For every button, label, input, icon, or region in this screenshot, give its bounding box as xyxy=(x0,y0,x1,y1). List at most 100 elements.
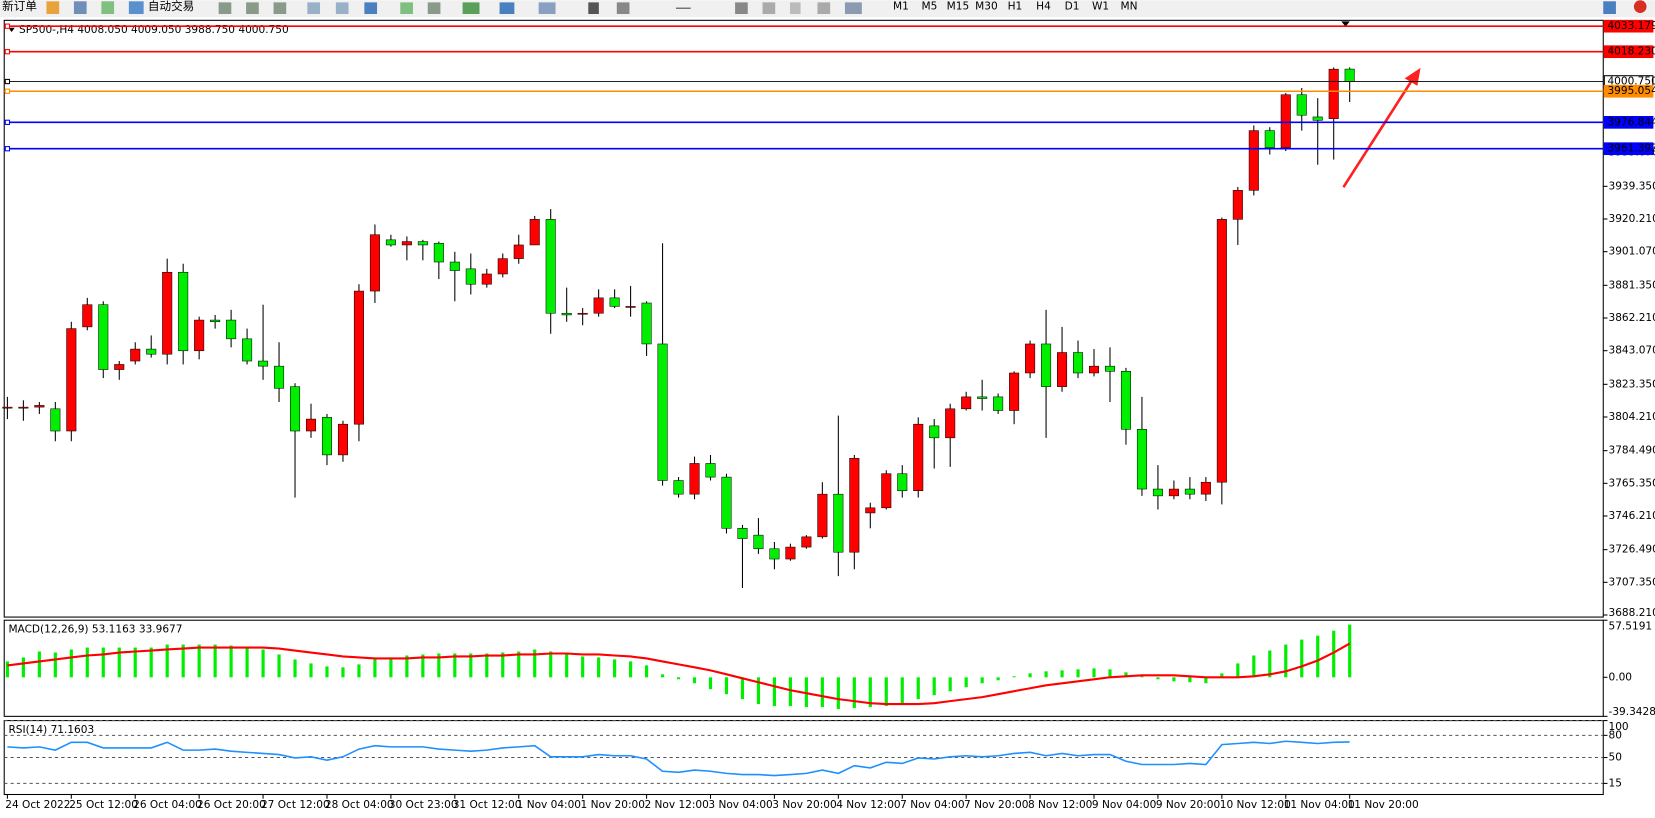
price-level-handle xyxy=(4,49,11,55)
icon[interactable] xyxy=(335,2,349,14)
icon[interactable] xyxy=(735,2,748,14)
macd-panel xyxy=(3,619,1604,717)
x-tick-label: 1 Nov 04:00 xyxy=(517,799,582,811)
icon[interactable] xyxy=(400,2,413,14)
macd-bar xyxy=(405,655,409,678)
timeframe-button[interactable]: D1 xyxy=(1065,1,1080,13)
candle-body xyxy=(210,319,221,323)
timeframe-button[interactable]: M15 xyxy=(947,1,970,13)
icon[interactable] xyxy=(790,2,801,14)
macd-bar xyxy=(53,652,57,678)
x-tick-label: 7 Nov 04:00 xyxy=(900,799,965,811)
candle-body xyxy=(801,536,812,548)
macd-bar xyxy=(517,651,521,678)
x-tick-label: 9 Nov 20:00 xyxy=(1156,799,1221,811)
search-icon[interactable] xyxy=(1603,1,1616,14)
macd-bar xyxy=(165,644,169,678)
macd-bar xyxy=(197,644,201,678)
timeframe-button[interactable]: M30 xyxy=(975,1,998,13)
price-panel xyxy=(3,19,1604,618)
timeframe-button[interactable]: MN xyxy=(1121,1,1138,13)
icon[interactable] xyxy=(73,1,87,14)
y-tick-label: 3939.350 xyxy=(1609,180,1655,192)
icon[interactable] xyxy=(307,2,321,14)
icon[interactable] xyxy=(273,2,287,14)
y-tick-label: 3784.490 xyxy=(1609,445,1655,457)
macd-bar xyxy=(117,647,121,678)
candle-body xyxy=(753,534,764,550)
candle-body xyxy=(1025,343,1036,374)
macd-bar xyxy=(325,666,329,678)
candle-body xyxy=(1264,130,1275,148)
macd-bar xyxy=(581,656,585,678)
candle-body xyxy=(705,463,716,478)
new-order-button[interactable]: 新订单 xyxy=(2,0,37,13)
candle-body xyxy=(1152,488,1163,497)
candle-body xyxy=(497,258,508,275)
candle-body xyxy=(194,319,205,352)
macd-bar xyxy=(1140,676,1144,678)
icon[interactable] xyxy=(427,2,441,14)
y-tick-label: 15 xyxy=(1609,777,1622,789)
icon[interactable] xyxy=(462,2,480,14)
timeframe-button[interactable]: H1 xyxy=(1008,1,1023,13)
candle-body xyxy=(369,234,380,292)
icon[interactable] xyxy=(46,1,60,14)
candle-body xyxy=(1009,372,1020,411)
auto-trading-button[interactable]: 自动交易 xyxy=(148,0,194,13)
macd-bar xyxy=(1348,624,1352,678)
macd-bar xyxy=(565,654,569,678)
icon[interactable] xyxy=(538,2,556,14)
candle-body xyxy=(513,244,524,259)
macd-bar xyxy=(836,677,840,710)
timeframe-button[interactable]: W1 xyxy=(1092,1,1109,13)
timeframe-button[interactable]: M1 xyxy=(893,1,909,13)
macd-bar xyxy=(341,667,345,678)
icon[interactable] xyxy=(616,2,630,14)
icon[interactable] xyxy=(817,2,831,14)
macd-bar xyxy=(1284,644,1288,678)
icon[interactable] xyxy=(246,2,259,14)
candle-body xyxy=(1073,352,1084,374)
candle-body xyxy=(673,480,684,495)
macd-bar xyxy=(373,659,377,678)
icon[interactable] xyxy=(128,1,144,14)
x-tick-label: 27 Oct 12:00 xyxy=(261,799,330,811)
y-tick-label: 3804.210 xyxy=(1609,411,1655,423)
candle-body xyxy=(178,272,189,352)
candle-body xyxy=(82,304,93,328)
macd-bar xyxy=(245,647,249,678)
candle-body xyxy=(961,396,972,410)
candle-body xyxy=(721,476,732,529)
macd-bar xyxy=(1092,668,1096,678)
candle-body xyxy=(433,242,444,263)
price-level-handle xyxy=(4,119,11,125)
candle-body xyxy=(817,493,828,538)
candle-body xyxy=(1088,365,1100,374)
macd-bar xyxy=(1300,639,1304,678)
rsi-line xyxy=(7,740,1350,777)
icon[interactable] xyxy=(762,2,776,14)
macd-bar xyxy=(1220,673,1224,678)
icon[interactable] xyxy=(218,2,232,14)
macd-bar xyxy=(676,677,681,680)
y-tick-label: 3881.350 xyxy=(1609,279,1655,291)
icon[interactable] xyxy=(844,2,862,14)
icon[interactable] xyxy=(675,7,691,9)
candle-body xyxy=(1232,190,1243,220)
timeframe-button[interactable]: H4 xyxy=(1036,1,1051,13)
notification-icon[interactable] xyxy=(1633,0,1647,13)
macd-signal-line xyxy=(7,642,1351,706)
icon[interactable] xyxy=(588,2,599,14)
macd-bar xyxy=(69,649,73,678)
candle-body xyxy=(881,473,892,509)
icon[interactable] xyxy=(499,2,515,14)
candle-body xyxy=(18,406,29,409)
timeframe-button[interactable]: M5 xyxy=(922,1,938,13)
icon[interactable] xyxy=(364,2,378,14)
candle-body xyxy=(1248,130,1259,191)
x-tick-label: 11 Nov 20:00 xyxy=(1348,799,1419,811)
x-tick-label: 26 Oct 20:00 xyxy=(197,799,266,811)
macd-bar xyxy=(900,677,904,705)
icon[interactable] xyxy=(101,1,115,14)
